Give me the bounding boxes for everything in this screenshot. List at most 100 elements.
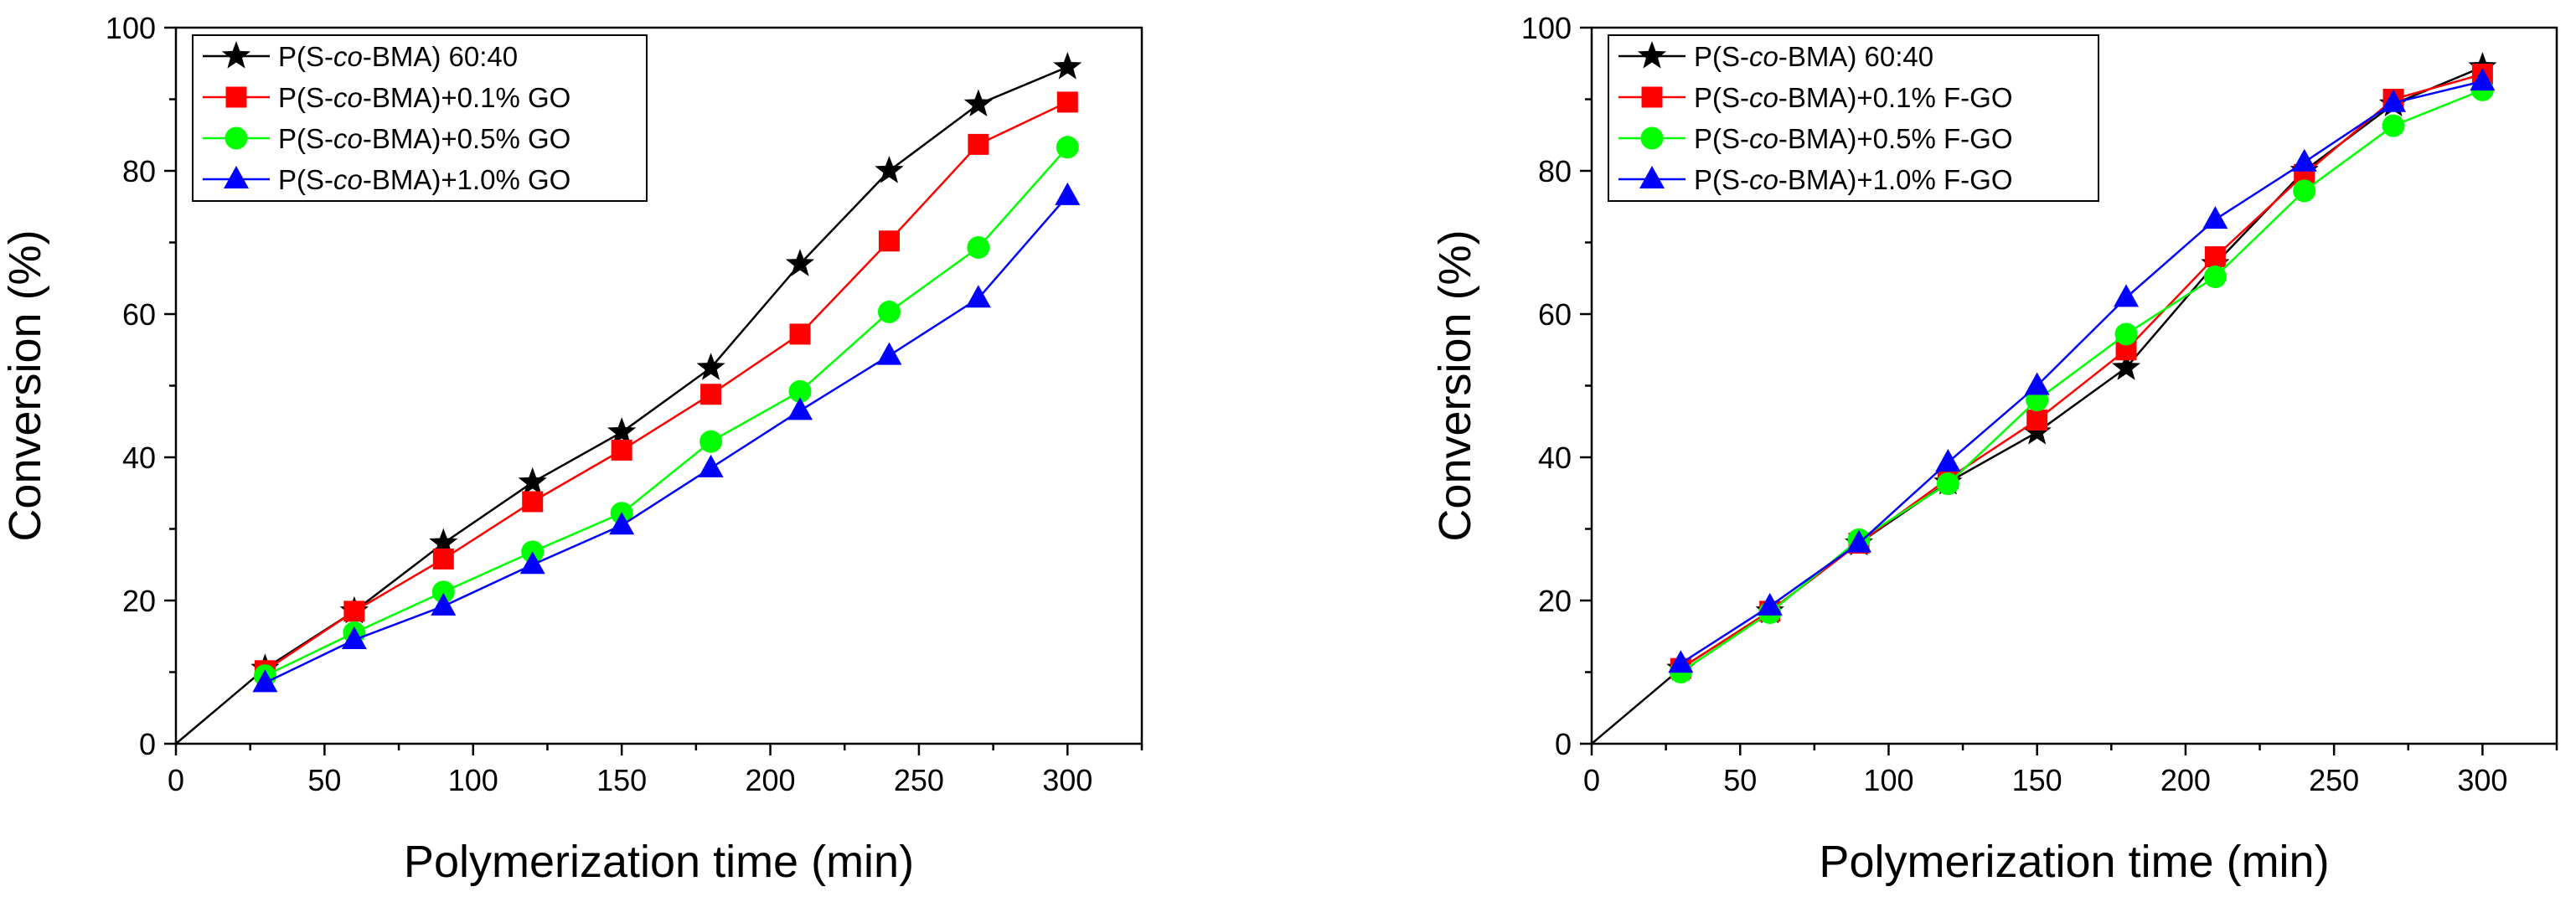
legend-marker bbox=[221, 41, 251, 69]
y-tick-label: 20 bbox=[1538, 584, 1572, 618]
legend-box bbox=[192, 34, 648, 202]
legend-marker bbox=[1641, 86, 1663, 108]
data-point bbox=[431, 592, 457, 616]
data-point bbox=[1757, 592, 1783, 616]
chart-right: 0 50 100 150 200 250 300 0 20 40 60 80 100 Polymeriza… bbox=[1430, 11, 2558, 887]
x-tick-label: 250 bbox=[2309, 763, 2359, 797]
legend-label: P(S-co-BMA)+1.0% GO bbox=[278, 164, 570, 195]
legend-marker bbox=[1639, 166, 1665, 188]
data-point bbox=[343, 601, 365, 622]
data-point bbox=[1056, 91, 1078, 113]
x-tick-label: 250 bbox=[894, 763, 944, 797]
data-point bbox=[876, 342, 902, 365]
data-point bbox=[1935, 448, 1961, 472]
x-axis-title: Polymerization time (min) bbox=[404, 837, 914, 887]
chart-left: 0 50 100 150 200 250 300 0 20 40 60 80 100 Polymeriza… bbox=[0, 11, 1143, 887]
legend-label: P(S-co-BMA)+0.1% GO bbox=[278, 82, 570, 113]
data-point bbox=[2114, 284, 2140, 307]
data-point bbox=[1936, 472, 1959, 496]
data-point bbox=[2202, 206, 2228, 229]
x-axis-title: Polymerization time (min) bbox=[1819, 837, 2329, 887]
x-tick-label: 0 bbox=[168, 763, 184, 797]
x-tick-label: 150 bbox=[596, 763, 647, 797]
data-point bbox=[2203, 265, 2227, 289]
x-tick-label: 0 bbox=[1583, 763, 1600, 797]
data-point bbox=[2022, 417, 2052, 445]
data-point bbox=[1053, 52, 1082, 80]
y-tick-label: 20 bbox=[122, 584, 156, 618]
data-point bbox=[2293, 179, 2316, 203]
y-axis-title: Conversion (%) bbox=[1430, 229, 1480, 541]
y-tick-label: 100 bbox=[106, 11, 156, 45]
data-point bbox=[2470, 68, 2496, 91]
x-tick-label: 100 bbox=[448, 763, 498, 797]
series-line bbox=[264, 146, 1069, 677]
y-tick-label: 60 bbox=[122, 297, 156, 332]
data-point bbox=[611, 439, 632, 461]
data-point bbox=[519, 551, 545, 575]
data-point bbox=[788, 379, 812, 403]
legend-label: P(S-co-BMA) 60:40 bbox=[1694, 41, 1933, 72]
legend-marker bbox=[1640, 126, 1664, 150]
x-tick-label: 150 bbox=[2012, 763, 2062, 797]
data-point bbox=[2114, 322, 2138, 346]
y-tick-label: 0 bbox=[1555, 727, 1572, 761]
data-point bbox=[965, 285, 991, 308]
legend-label: P(S-co-BMA)+0.5% GO bbox=[278, 123, 570, 154]
data-point bbox=[2382, 114, 2405, 137]
data-point bbox=[1846, 529, 1872, 553]
legend-label: P(S-co-BMA)+0.1% F-GO bbox=[1694, 82, 2013, 113]
legend-label: P(S-co-BMA)+0.5% F-GO bbox=[1694, 123, 2013, 154]
x-tick-label: 100 bbox=[1863, 763, 1913, 797]
data-point bbox=[341, 626, 367, 650]
legend-marker bbox=[1637, 41, 1667, 69]
data-point bbox=[522, 491, 544, 513]
legend-marker bbox=[225, 86, 247, 108]
data-point bbox=[432, 548, 454, 570]
data-point bbox=[2291, 148, 2317, 172]
data-point bbox=[1056, 136, 1079, 159]
data-point bbox=[607, 417, 637, 445]
series-line bbox=[264, 101, 1068, 672]
data-point bbox=[609, 512, 635, 535]
series-line bbox=[264, 195, 1069, 684]
data-point bbox=[963, 89, 993, 116]
legend: P(S-co-BMA) 60:40 P(S-co-BMA)+0.1% F-GO P(… bbox=[1608, 34, 2099, 202]
y-tick-label: 80 bbox=[1538, 154, 1572, 188]
data-point bbox=[967, 235, 990, 259]
data-point bbox=[2111, 353, 2141, 380]
y-tick-label: 40 bbox=[122, 441, 156, 475]
x-tick-label: 200 bbox=[2160, 763, 2211, 797]
x-tick-label: 300 bbox=[2457, 763, 2507, 797]
legend-marker bbox=[224, 166, 249, 188]
legend-label: P(S-co-BMA) 60:40 bbox=[278, 41, 518, 72]
y-tick-label: 0 bbox=[139, 727, 156, 761]
data-point bbox=[787, 397, 813, 420]
data-point bbox=[2381, 89, 2407, 112]
data-point bbox=[2204, 246, 2226, 268]
y-tick-label: 100 bbox=[1521, 11, 1572, 45]
legend-box bbox=[1608, 34, 2099, 202]
data-point bbox=[875, 156, 904, 183]
y-tick-label: 80 bbox=[122, 154, 156, 188]
data-point bbox=[698, 454, 724, 477]
y-tick-label: 60 bbox=[1538, 297, 1572, 332]
data-point bbox=[785, 249, 815, 276]
data-point bbox=[1055, 182, 1081, 205]
data-point bbox=[878, 230, 900, 252]
data-point bbox=[431, 580, 455, 604]
data-point bbox=[968, 133, 989, 155]
legend: P(S-co-BMA) 60:40 P(S-co-BMA)+0.1% GO P(S-… bbox=[192, 34, 648, 202]
legend-label: P(S-co-BMA)+1.0% F-GO bbox=[1694, 164, 2013, 195]
data-point bbox=[429, 528, 458, 556]
y-axis-title: Conversion (%) bbox=[0, 229, 50, 541]
data-point bbox=[2026, 410, 2048, 431]
x-tick-label: 300 bbox=[1042, 763, 1092, 797]
data-point bbox=[1668, 650, 1694, 673]
x-tick-label: 50 bbox=[1723, 763, 1757, 797]
data-point bbox=[518, 467, 547, 495]
data-point bbox=[700, 384, 722, 405]
data-point bbox=[789, 323, 811, 345]
data-point bbox=[252, 669, 278, 693]
x-tick-label: 200 bbox=[745, 763, 795, 797]
